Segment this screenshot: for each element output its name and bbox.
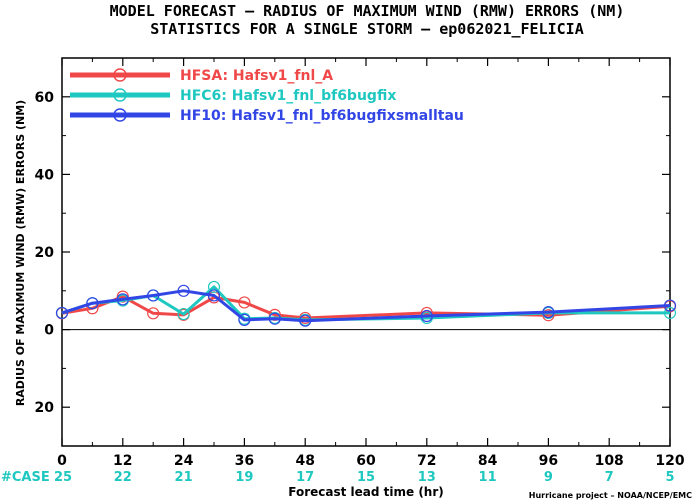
series-3-point — [238, 313, 251, 326]
legend-marker-3 — [113, 108, 127, 122]
y-tick-label: 0 — [44, 323, 54, 339]
legend-label-3: HF10: Hafsv1_fnl_bf6bugfixsmalltau — [180, 108, 464, 124]
series-3-point — [542, 306, 555, 319]
case-count: 19 — [235, 470, 253, 485]
series-3-point — [147, 289, 160, 302]
x-tick-label: 120 — [655, 453, 684, 469]
x-axis-label: Forecast lead time (hr) — [288, 485, 444, 499]
series-3-point — [299, 314, 312, 327]
chart-title: MODEL FORECAST – RADIUS OF MAXIMUM WIND … — [110, 2, 625, 20]
x-tick-label: 108 — [595, 453, 624, 469]
legend-marker-1 — [113, 68, 127, 82]
x-tick-label: 12 — [113, 453, 132, 469]
x-tick-label: 0 — [57, 453, 67, 469]
series-3-point — [268, 312, 281, 325]
series-3-point — [55, 306, 69, 320]
y-tick-label: 40 — [35, 167, 55, 183]
series-3-point — [207, 289, 221, 302]
y-tick-label: 20 — [35, 400, 55, 416]
x-tick-label: 24 — [174, 453, 194, 469]
x-tick-label: 48 — [295, 453, 314, 469]
case-count: 9 — [544, 470, 553, 485]
series-1-point — [116, 290, 129, 303]
case-count: 5 — [665, 470, 674, 485]
series-3-point — [177, 284, 190, 297]
x-tick-label: 84 — [478, 453, 498, 469]
x-tick-label: 72 — [417, 453, 436, 469]
case-count: 11 — [479, 470, 497, 485]
series-2-point — [207, 280, 221, 294]
series-1-point — [238, 296, 251, 309]
legend-label-1: HFSA: Hafsv1_fnl_A — [180, 68, 333, 84]
series-3-point — [420, 309, 433, 323]
series-3-point — [663, 299, 677, 312]
case-label: #CASE — [1, 470, 50, 485]
y-tick-label: 60 — [35, 90, 55, 106]
x-tick-label: 96 — [539, 453, 558, 469]
legend-label-2: HFC6: Hafsv1_fnl_bf6bugfix — [180, 88, 396, 104]
case-count: 22 — [114, 470, 132, 485]
plot-area: 0 12 24 36 48 60 72 84 96 108 120 20 0 20 40 60 HFSA: Ha… — [1, 57, 685, 485]
series-2-point — [663, 306, 677, 320]
y-tick-label: 20 — [35, 245, 55, 261]
series-1-point — [268, 308, 281, 321]
series-2-point — [177, 307, 190, 321]
case-count: 21 — [175, 470, 193, 485]
series-1-point — [147, 307, 160, 320]
x-tick-label: 60 — [356, 453, 376, 469]
case-count: 13 — [418, 470, 436, 485]
x-tick-label: 36 — [235, 453, 254, 469]
case-count: 7 — [605, 470, 614, 485]
y-axis-label: RADIUS OF MAXIMUM WIND (RMW) ERRORS (NM) — [14, 100, 27, 406]
series-3-point — [116, 293, 129, 306]
chart-subtitle: STATISTICS FOR A SINGLE STORM – ep062021… — [150, 20, 583, 38]
case-count: 15 — [357, 470, 375, 485]
credit-text: Hurricane project – NOAA/NCEP/EMC — [529, 491, 692, 500]
legend-marker-2 — [113, 88, 127, 102]
series-3-point — [86, 297, 99, 310]
case-count: 17 — [296, 470, 314, 485]
case-count: 25 — [54, 470, 72, 485]
